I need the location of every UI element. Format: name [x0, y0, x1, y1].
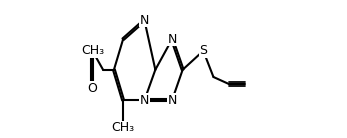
Text: N: N [167, 94, 177, 107]
Text: S: S [199, 44, 207, 57]
Text: N: N [140, 14, 149, 27]
Text: CH₃: CH₃ [111, 121, 135, 134]
Text: N: N [167, 33, 177, 46]
Text: CH₃: CH₃ [81, 44, 104, 57]
Text: N: N [140, 94, 149, 107]
Text: O: O [87, 82, 98, 95]
